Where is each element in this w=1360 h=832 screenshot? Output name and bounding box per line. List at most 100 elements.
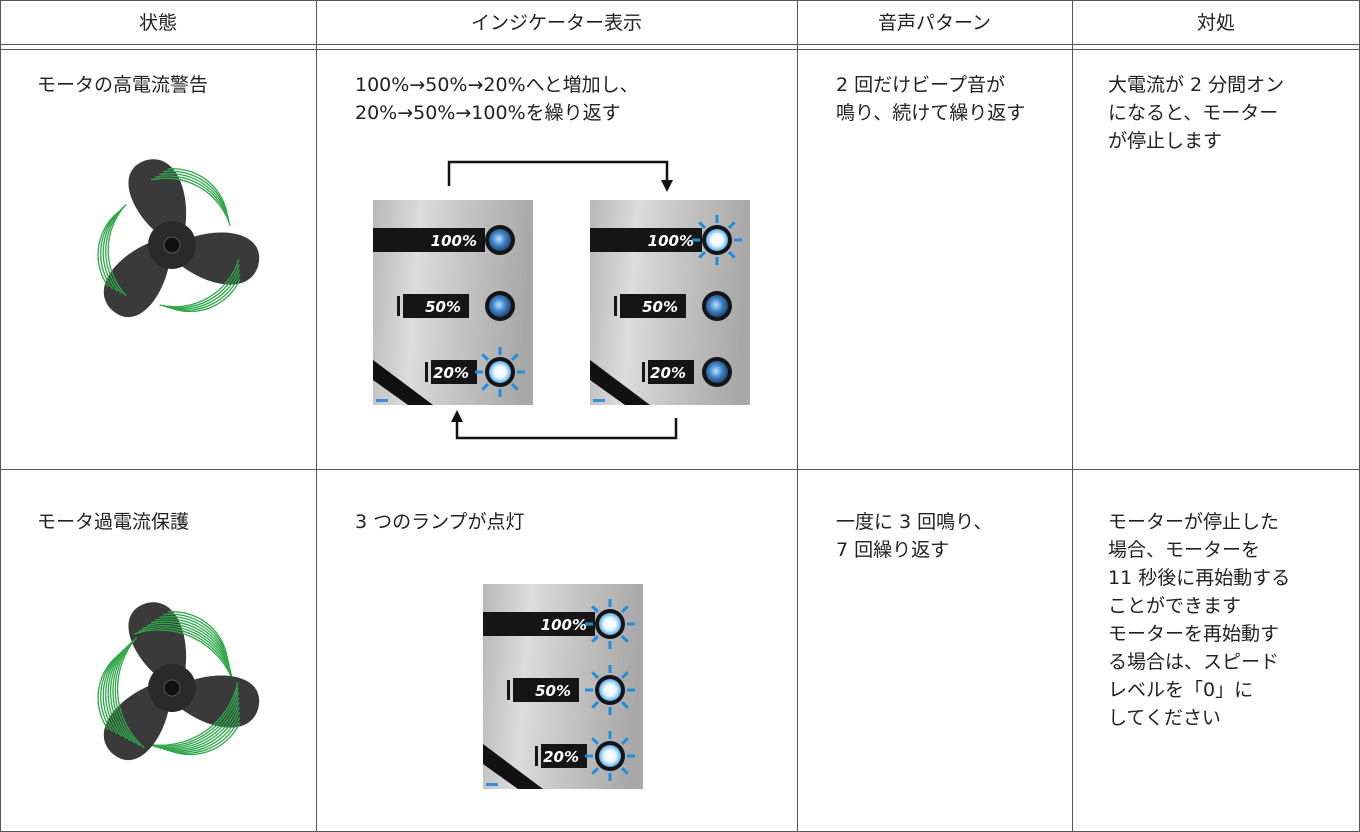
- lamp: [599, 745, 621, 767]
- panel-stripe: [590, 360, 650, 405]
- panel-tick: [376, 399, 388, 402]
- motion-arc: [105, 649, 125, 737]
- indicator-text: 100%→50%→20%へと増加し、: [355, 74, 639, 96]
- motion-arc: [159, 702, 240, 751]
- action-text: ことができます: [1108, 595, 1242, 617]
- level-label: 50%: [642, 298, 678, 316]
- lamp-ray: [591, 605, 600, 614]
- motion-arc: [159, 172, 230, 219]
- level-label: 100%: [541, 616, 587, 634]
- label-bar: [648, 360, 694, 384]
- sound-text: 鳴り、続けて繰り返す: [836, 102, 1026, 124]
- label-bar: [541, 744, 587, 768]
- motion-arc: [146, 622, 232, 673]
- lamp-ray: [727, 221, 736, 230]
- label-bar: [620, 294, 686, 318]
- panel-tick: [486, 783, 498, 786]
- motion-arc: [145, 682, 239, 746]
- motion-arc: [162, 707, 240, 752]
- lamp-ray: [620, 766, 629, 775]
- label-cap: [397, 296, 400, 316]
- label-cap: [535, 746, 538, 766]
- label-cap: [642, 362, 645, 382]
- level-label: 100%: [648, 232, 694, 250]
- lamp: [489, 295, 511, 317]
- arrow-head: [661, 180, 673, 192]
- indicator-text: 20%→50%→100%を繰り返す: [355, 102, 621, 124]
- lamp-ray: [591, 634, 600, 643]
- motion-arc: [100, 211, 119, 290]
- motion-arc: [167, 611, 228, 655]
- motion-arc: [169, 717, 241, 754]
- motion-arc: [173, 722, 241, 756]
- lamp: [489, 361, 511, 383]
- motion-arc: [102, 208, 122, 292]
- action-text: になると、モーター: [1108, 102, 1279, 124]
- label-bar: [590, 228, 702, 252]
- motion-arc: [102, 651, 122, 735]
- indicator-panel: 100% 50% 20%: [590, 200, 750, 405]
- propeller-icon: [97, 602, 260, 760]
- motion-arc: [163, 613, 229, 659]
- lamp-ray: [510, 382, 519, 391]
- motion-arc: [150, 177, 231, 226]
- motion-arc: [97, 213, 117, 288]
- header-cell: 対処: [1196, 12, 1235, 34]
- motion-arc: [159, 259, 240, 308]
- action-text: してください: [1108, 707, 1221, 729]
- motion-arc: [162, 264, 240, 309]
- motion-arc: [97, 656, 117, 731]
- lamp-ray: [698, 250, 707, 259]
- header-cell: 音声パターン: [877, 12, 992, 34]
- motion-arc: [112, 641, 136, 744]
- motion-arc: [159, 615, 230, 662]
- propeller-hub-hole: [163, 679, 181, 697]
- motion-arc: [156, 697, 240, 750]
- motion-arc: [169, 274, 241, 311]
- lamp-ray: [727, 250, 736, 259]
- header-cell: インジケーター表示: [470, 12, 642, 34]
- state-text: モータ過電流保護: [37, 511, 190, 533]
- motion-arc: [114, 639, 140, 746]
- label-bar: [431, 360, 477, 384]
- lamp-ray: [620, 737, 629, 746]
- lamp-ray: [620, 700, 629, 709]
- lamp: [599, 613, 621, 635]
- level-label: 100%: [431, 232, 477, 250]
- label-bar: [483, 612, 595, 636]
- motion-arc: [107, 646, 127, 740]
- action-text: が停止します: [1108, 130, 1223, 152]
- level-label: 50%: [535, 682, 571, 700]
- label-bar: [513, 678, 579, 702]
- lamp-ray: [591, 766, 600, 775]
- level-label: 50%: [425, 298, 461, 316]
- motion-arc: [142, 624, 233, 676]
- motion-arc: [150, 620, 231, 669]
- lamp-ray: [620, 671, 629, 680]
- lamp-ray: [510, 353, 519, 362]
- panel-tick: [593, 399, 605, 402]
- lamp: [706, 295, 728, 317]
- indicator-text: 3 つのランプが点灯: [355, 511, 525, 533]
- cycle-arrows: [447, 160, 678, 440]
- indicator-panel: 100% 50% 20%: [483, 584, 643, 789]
- propeller-hub-hole: [163, 236, 181, 254]
- motion-arc: [163, 170, 229, 216]
- action-text: 11 秒後に再始動する: [1108, 567, 1291, 589]
- sound-text: 一度に 3 回鳴り、: [836, 511, 993, 533]
- label-cap: [425, 362, 428, 382]
- indicator-panel: 100% 50% 20%: [373, 200, 533, 405]
- label-cap: [614, 296, 617, 316]
- panel-stripe: [373, 360, 433, 405]
- motion-arc: [105, 206, 125, 294]
- motion-arc: [149, 687, 239, 748]
- propeller-icon: [97, 159, 260, 317]
- label-cap: [507, 680, 510, 700]
- sound-text: 2 回だけビープ音が: [836, 74, 1005, 96]
- header-cell: 状態: [138, 12, 177, 34]
- action-text: モーターを再始動す: [1108, 623, 1280, 645]
- lamp-ray: [620, 605, 629, 614]
- motion-arc: [152, 692, 239, 749]
- motion-arc: [100, 654, 119, 733]
